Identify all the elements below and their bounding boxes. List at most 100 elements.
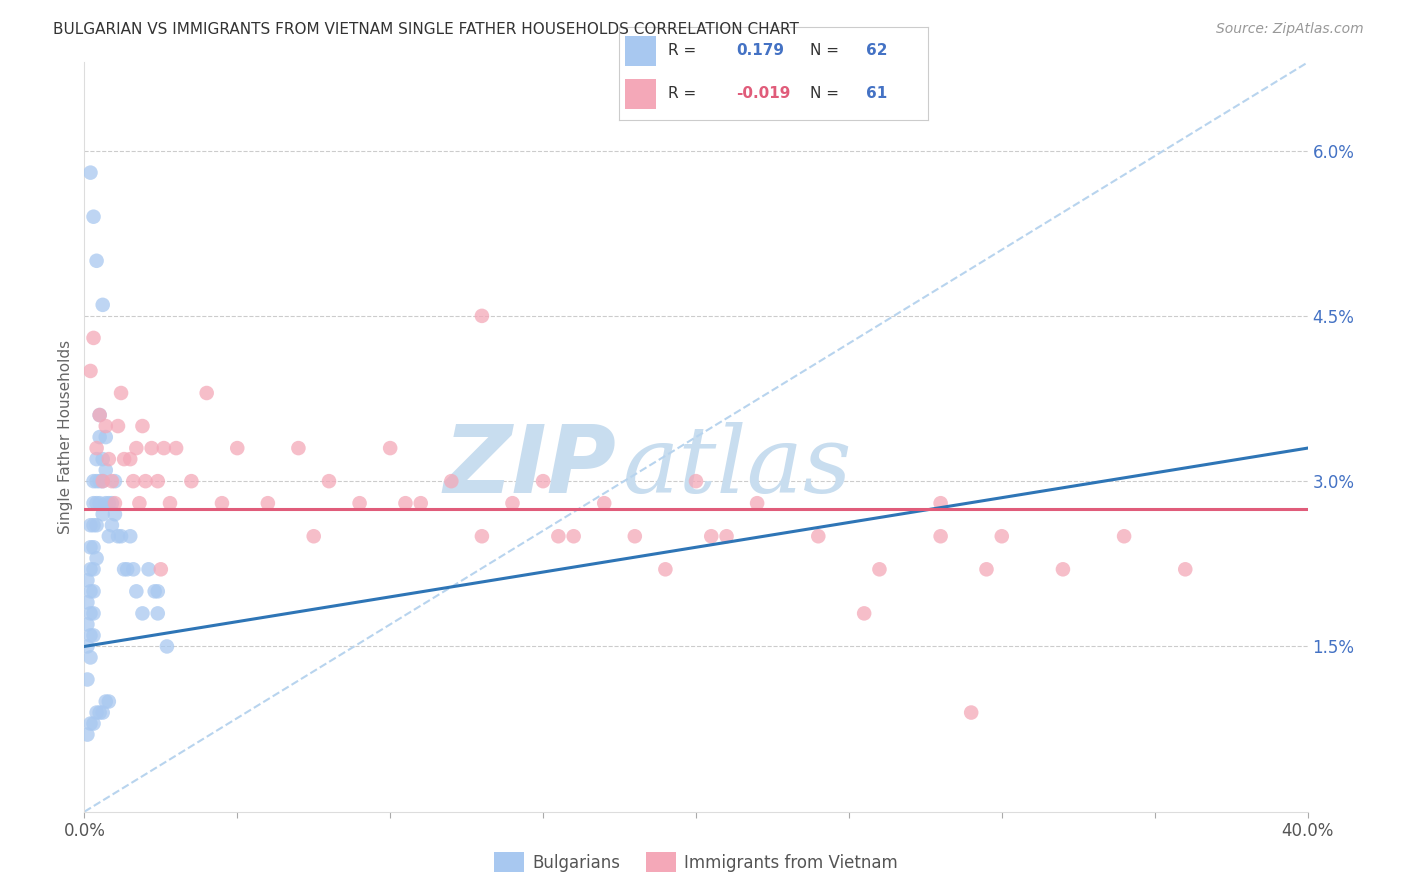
Point	[83, 518, 105, 533]
Point	[91, 298, 114, 312]
Point	[120, 529, 142, 543]
Point	[86, 706, 108, 720]
Text: R =: R =	[668, 43, 696, 58]
Point	[380, 441, 402, 455]
Point	[128, 496, 150, 510]
Point	[211, 496, 233, 510]
Point	[76, 728, 98, 742]
Point	[79, 628, 101, 642]
Point	[195, 386, 218, 401]
Point	[1114, 529, 1136, 543]
Point	[138, 562, 160, 576]
Text: N =: N =	[810, 43, 839, 58]
Point	[86, 452, 108, 467]
Point	[141, 441, 163, 455]
Point	[104, 507, 127, 521]
Point	[94, 463, 117, 477]
Text: N =: N =	[810, 87, 839, 101]
Point	[83, 331, 105, 345]
Point	[440, 474, 463, 488]
Text: 0.179: 0.179	[737, 43, 785, 58]
Point	[120, 452, 142, 467]
Legend: Bulgarians, Immigrants from Vietnam: Bulgarians, Immigrants from Vietnam	[488, 846, 904, 879]
Point	[91, 452, 114, 467]
Point	[624, 529, 647, 543]
Point	[101, 474, 124, 488]
Point	[94, 430, 117, 444]
Point	[159, 496, 181, 510]
Point	[976, 562, 998, 576]
Bar	[624, 36, 655, 66]
Point	[146, 607, 169, 621]
Point	[79, 650, 101, 665]
Text: BULGARIAN VS IMMIGRANTS FROM VIETNAM SINGLE FATHER HOUSEHOLDS CORRELATION CHART: BULGARIAN VS IMMIGRANTS FROM VIETNAM SIN…	[53, 22, 799, 37]
Text: -0.019: -0.019	[737, 87, 790, 101]
Point	[97, 694, 120, 708]
Text: Source: ZipAtlas.com: Source: ZipAtlas.com	[1216, 22, 1364, 37]
Point	[146, 584, 169, 599]
Point	[86, 441, 108, 455]
Point	[409, 496, 432, 510]
Text: 61: 61	[866, 87, 887, 101]
Point	[654, 562, 676, 576]
Point	[991, 529, 1014, 543]
Point	[79, 562, 101, 576]
Point	[700, 529, 723, 543]
Point	[83, 474, 105, 488]
Point	[104, 474, 127, 488]
Point	[165, 441, 187, 455]
Point	[79, 607, 101, 621]
Point	[97, 529, 120, 543]
Text: atlas: atlas	[623, 422, 852, 512]
Point	[91, 706, 114, 720]
Point	[79, 541, 101, 555]
Point	[287, 441, 309, 455]
Point	[807, 529, 830, 543]
Point	[180, 474, 202, 488]
Point	[110, 529, 132, 543]
Point	[115, 562, 138, 576]
Point	[107, 419, 129, 434]
Point	[76, 640, 98, 654]
Point	[91, 474, 114, 488]
Point	[86, 474, 108, 488]
Point	[101, 496, 124, 510]
Point	[94, 694, 117, 708]
Point	[79, 364, 101, 378]
Point	[86, 551, 108, 566]
Point	[79, 166, 101, 180]
Point	[79, 584, 101, 599]
Point	[716, 529, 738, 543]
Point	[83, 716, 105, 731]
Point	[83, 210, 105, 224]
Point	[86, 496, 108, 510]
Point	[502, 496, 524, 510]
Point	[94, 419, 117, 434]
Point	[86, 518, 108, 533]
Point	[869, 562, 891, 576]
Point	[125, 584, 148, 599]
Point	[86, 253, 108, 268]
Point	[83, 496, 105, 510]
Text: R =: R =	[668, 87, 696, 101]
Point	[83, 628, 105, 642]
Point	[143, 584, 166, 599]
Point	[960, 706, 983, 720]
Point	[89, 706, 111, 720]
Point	[302, 529, 325, 543]
Point	[257, 496, 280, 510]
Point	[156, 640, 179, 654]
Point	[107, 529, 129, 543]
Point	[471, 529, 494, 543]
Point	[76, 574, 98, 588]
Point	[394, 496, 416, 510]
Point	[125, 441, 148, 455]
Point	[226, 441, 249, 455]
Y-axis label: Single Father Households: Single Father Households	[58, 340, 73, 534]
Point	[76, 617, 98, 632]
Point	[97, 496, 120, 510]
Text: ZIP: ZIP	[443, 421, 616, 513]
Point	[685, 474, 707, 488]
Point	[97, 452, 120, 467]
Point	[349, 496, 371, 510]
